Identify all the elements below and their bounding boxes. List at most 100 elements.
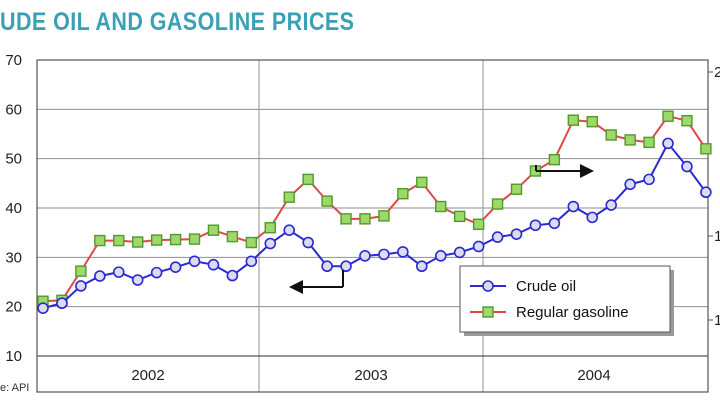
gasoline-point — [586, 115, 598, 128]
crude-oil-point — [112, 266, 125, 278]
legend: Crude oil Regular gasoline — [459, 265, 674, 336]
crude-oil-point — [207, 258, 220, 271]
gasoline-point — [378, 210, 390, 222]
crude-oil-point — [94, 270, 106, 282]
gasoline-point — [169, 233, 182, 246]
gasoline-point — [94, 234, 106, 247]
crude-oil-point — [415, 260, 428, 273]
crude-oil-point — [245, 255, 258, 268]
crude-oil-point — [188, 255, 201, 268]
y-axis: 70 60 50 40 30 20 10 — [5, 52, 22, 365]
crude-oil-point — [472, 240, 485, 253]
crude-oil-point — [169, 261, 182, 274]
crude-oil-point — [264, 237, 277, 250]
x-tick-label: 2003 — [354, 367, 387, 384]
crude-oil-point — [302, 236, 314, 249]
right-tick-label: 1 — [714, 312, 720, 329]
gasoline-point — [131, 236, 144, 248]
crude-oil-point — [131, 274, 144, 286]
crude-oil-point — [510, 228, 523, 240]
crude-oil-point — [397, 246, 409, 258]
y-tick-label: 60 — [5, 101, 22, 118]
crude-oil-point — [283, 224, 296, 236]
crude-oil-point — [37, 302, 49, 314]
crude-oil-point — [548, 217, 561, 230]
crude-oil-point — [586, 211, 599, 224]
gasoline-point — [264, 222, 276, 234]
arrow-left-head — [289, 280, 303, 294]
crude-oil-point — [378, 248, 390, 261]
crude-oil-point — [605, 199, 618, 211]
crude-oil-point — [700, 186, 712, 199]
y-tick-label: 20 — [5, 299, 22, 316]
crude-oil-point — [150, 266, 163, 279]
x-tick-label: 2004 — [577, 367, 610, 384]
annotations — [289, 164, 594, 294]
plot-frame — [36, 59, 709, 393]
gasoline-point — [435, 200, 447, 213]
crude-oil-point — [340, 260, 352, 273]
gasoline-point — [226, 230, 239, 243]
gasoline-point — [340, 213, 352, 225]
gasoline-point — [510, 183, 523, 195]
y-tick-label: 10 — [5, 348, 22, 365]
gasoline-point — [416, 176, 428, 189]
gasoline-point — [283, 191, 295, 203]
gasoline-point — [567, 114, 580, 126]
gasoline-point — [113, 234, 125, 247]
legend-swatch-marker — [482, 280, 494, 292]
x-tick-label: 2002 — [131, 367, 164, 384]
crude-oil-point — [662, 137, 674, 150]
crude-oil-point — [529, 219, 542, 232]
crude-oil-point — [434, 250, 447, 262]
gasoline-point — [245, 236, 258, 249]
crude-oil-point — [321, 260, 333, 273]
gasoline-point — [75, 265, 87, 277]
gasoline-point — [302, 173, 314, 186]
gasoline-point — [472, 218, 485, 230]
crude-oil-point — [624, 178, 636, 191]
gasoline-point — [207, 224, 220, 236]
gasoline-point — [605, 129, 617, 141]
crude-oil-point — [56, 297, 68, 310]
crude-oil-point — [491, 231, 504, 243]
plot-border — [36, 59, 709, 393]
gasoline-point — [662, 110, 674, 122]
crude-oil-point — [643, 173, 655, 186]
arrow-right-head — [580, 164, 594, 178]
y-tick-label: 70 — [5, 52, 22, 69]
gasoline-point — [150, 234, 163, 246]
gasoline-point — [491, 198, 504, 210]
gasoline-point — [453, 210, 466, 223]
source-note: e: API — [0, 382, 30, 394]
gasoline-point — [548, 153, 561, 166]
gasoline-point — [321, 195, 333, 207]
x-axis: 2002 2003 2004 — [131, 367, 610, 384]
crude-oil-point — [226, 269, 239, 282]
crude-oil-point — [453, 246, 466, 259]
crude-oil-point — [75, 280, 87, 292]
y-tick-label: 40 — [5, 200, 22, 217]
gasoline-point — [397, 187, 409, 200]
chart-title: UDE OIL AND GASOLINE PRICES — [0, 8, 355, 36]
y-tick-label: 50 — [5, 151, 22, 168]
right-tick-label: 1 — [714, 228, 720, 245]
legend-label: Regular gasoline — [516, 304, 629, 321]
legend-label: Crude oil — [516, 278, 576, 295]
right-tick-label: 2 — [714, 64, 720, 81]
grid — [37, 59, 708, 392]
legend-swatch-marker — [482, 306, 494, 318]
crude-oil-point — [359, 250, 371, 262]
gasoline-point — [188, 233, 201, 245]
gasoline-point — [681, 114, 693, 127]
gasoline-point — [624, 134, 636, 146]
gasoline-point — [643, 136, 655, 149]
y-tick-label: 30 — [5, 249, 22, 266]
crude-oil-point — [567, 200, 580, 213]
legend-box — [459, 265, 671, 333]
crude-oil-point — [681, 160, 693, 173]
right-axis: 2 1 1 — [708, 64, 720, 329]
series-group — [37, 110, 712, 314]
gasoline-point — [700, 143, 712, 155]
